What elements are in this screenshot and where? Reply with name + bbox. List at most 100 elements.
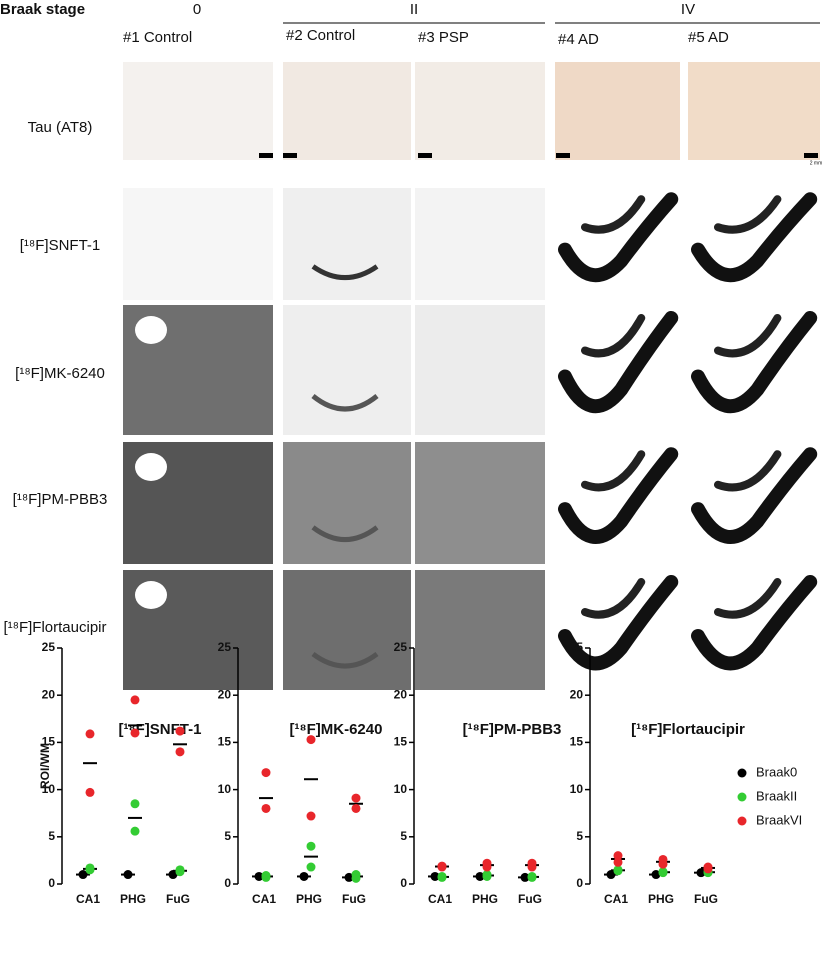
scale-bar [283,153,297,158]
tissue-stain [558,575,679,671]
case-label: #5 AD [688,29,729,46]
y-tick-label: 10 [42,782,56,796]
data-point [130,695,140,705]
tissue-image [283,62,411,160]
data-point [658,859,668,869]
data-point [437,871,447,881]
tissue-stain [691,311,818,414]
tissue-stain [691,192,818,283]
x-tick-label: PHG [648,892,674,906]
tissue-image [555,62,680,160]
x-tick-label: CA1 [428,892,452,906]
tissue-stain [311,394,379,412]
case-label: #1 Control [123,29,192,46]
y-tick-label: 0 [400,876,407,890]
x-tick-label: CA1 [604,892,628,906]
y-tick-label: 15 [42,735,56,749]
data-point [299,871,309,881]
row-label: [¹⁸F]Flortaucipir [3,619,106,636]
tissue-stain [581,578,646,619]
case-label: #2 Control [286,27,355,44]
row-label: Tau (AT8) [28,119,93,136]
plots: [¹⁸F]SNFT-1 ROI/WM 0 5 10 15 20 25 CA1 PHG FuG [¹⁸F… [38,640,802,906]
data-point [613,851,623,861]
data-point [658,868,668,878]
data-point [85,863,95,873]
tissue-stain [691,575,818,671]
y-tick-label: 5 [224,829,231,843]
y-tick-label: 20 [394,687,408,701]
data-point [85,787,95,797]
data-point [175,747,185,757]
data-point [306,735,316,745]
tissue-hole [135,581,167,609]
legend-marker [737,768,747,778]
data-point [85,729,95,739]
x-tick-label: CA1 [252,892,276,906]
data-point [306,862,316,872]
tissue-image [415,62,545,160]
data-point [527,872,537,882]
data-point [482,871,492,881]
y-tick-label: 20 [218,687,232,701]
y-tick-label: 0 [224,876,231,890]
x-tick-label: PHG [296,892,322,906]
data-point [613,866,623,876]
tissue-stain [311,264,379,280]
data-point [78,870,88,880]
tissue-stain [581,195,646,234]
y-tick-label: 10 [570,782,584,796]
chart-title: [¹⁸F]MK-6240 [290,721,383,738]
tissue-image [283,305,411,435]
row-label: [¹⁸F]SNFT-1 [20,237,101,254]
tissue-stain [581,450,646,492]
tissue-stain [311,651,379,669]
chart-title: [¹⁸F]PM-PBB3 [463,721,562,738]
tissue-stain [558,311,679,414]
scale-bar-label: 2 mm [810,160,823,166]
tissue-images [123,62,820,690]
data-point [613,857,623,867]
data-point [130,799,140,809]
x-tick-label: FuG [166,892,190,906]
legend-marker [737,816,747,826]
tissue-image [283,442,411,564]
tissue-image [415,305,545,435]
y-tick-label: 15 [570,735,584,749]
chart-title: [¹⁸F]Flortaucipir [631,721,745,738]
y-tick-label: 10 [218,782,232,796]
tissue-stain [714,195,782,234]
scale-bar [418,153,432,158]
tissue-image [415,570,545,690]
tissue-hole [135,316,167,344]
y-tick-label: 0 [576,876,583,890]
scale-bar [259,153,273,158]
data-point [130,728,140,738]
tissue-image [415,442,545,564]
data-point [351,803,361,813]
y-tick-label: 5 [400,829,407,843]
case-label: #4 AD [558,31,599,48]
y-axis-label: ROI/WM [38,743,52,789]
data-point [437,861,447,871]
y-tick-label: 15 [218,735,232,749]
legend-label: BraakII [756,788,797,803]
y-tick-label: 25 [394,640,408,654]
x-tick-label: PHG [120,892,146,906]
legend-label: BraakVI [756,812,802,827]
data-point [703,864,713,874]
y-tick-label: 25 [570,640,584,654]
x-tick-label: FuG [694,892,718,906]
row-label: [¹⁸F]MK-6240 [15,365,105,382]
x-tick-label: FuG [518,892,542,906]
tissue-image [688,62,820,160]
tissue-image [123,188,273,300]
data-point [175,867,185,877]
data-point [261,803,271,813]
scale-bar [556,153,570,158]
stage: II [410,1,418,18]
y-tick-label: 5 [48,829,55,843]
scale-bar [804,153,818,158]
tissue-stain [558,192,679,283]
